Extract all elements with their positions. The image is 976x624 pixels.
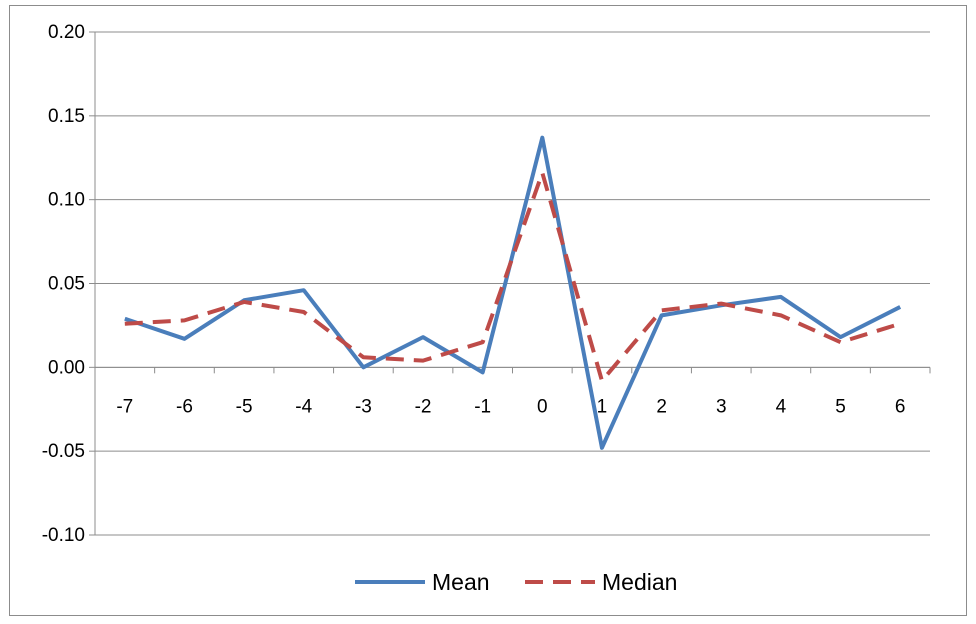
x-tick-label: 2 [656,396,667,417]
y-axis-ticks: 0.20 0.15 0.10 0.05 0.00 -0.05 -0.10 [42,22,95,546]
x-tick-label: -4 [295,396,312,417]
legend: Mean Median [355,569,677,595]
x-tick-label: -6 [176,396,193,417]
x-tick-label: 5 [835,396,846,417]
x-tick-label: 0 [537,396,548,417]
y-tick-label: 0.15 [48,106,85,127]
x-tick-label: 3 [716,396,727,417]
x-tick-label: -5 [236,396,253,417]
series [124,135,902,450]
y-tick-label: 0.00 [48,357,85,378]
legend-label-median: Median [602,569,677,595]
x-tick-label: -2 [415,396,432,417]
x-tick-label: -3 [355,396,372,417]
chart-frame [9,5,967,616]
x-tick-label: 4 [776,396,787,417]
x-tick-label: -7 [116,396,133,417]
series-line-mean [124,135,902,450]
x-tick-label: 1 [597,396,608,417]
grid [95,31,930,536]
x-tick-label: 6 [895,396,906,417]
y-tick-label: 0.20 [48,22,85,43]
x-tick-label: -1 [474,396,491,417]
y-tick-label: -0.05 [42,441,85,462]
legend-label-mean: Mean [432,569,490,595]
y-tick-label: 0.10 [48,190,85,211]
series-line-median [124,170,901,383]
y-tick-label: 0.05 [48,274,85,295]
x-axis-ticks: -7 -6 -5 -4 -3 -2 -1 0 1 2 3 4 5 6 [94,367,931,417]
y-tick-label: -0.10 [42,525,85,546]
